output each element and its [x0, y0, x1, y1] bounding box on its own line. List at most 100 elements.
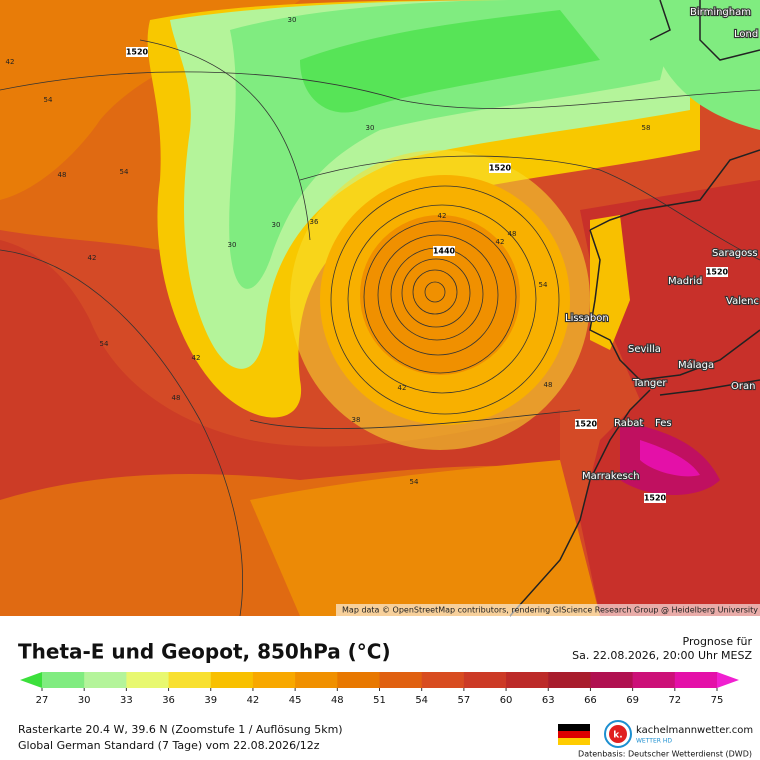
colorbar-tick-label: 45	[289, 695, 302, 706]
colorbar-segment	[126, 672, 170, 688]
colorbar-tick-label: 72	[668, 695, 681, 706]
city-label: Lond	[734, 29, 758, 40]
colorbar-tick-label: 57	[458, 695, 471, 706]
city-label: Valenc	[726, 296, 759, 307]
colorbar-tick-label: 36	[162, 695, 175, 706]
colorbar-segment	[42, 672, 85, 688]
source: Datenbasis: Deutscher Wetterdienst (DWD)	[578, 750, 752, 759]
isotherm-label: 54	[410, 478, 419, 486]
city-label: Saragoss	[712, 248, 758, 259]
isotherm-label: 42	[438, 212, 447, 220]
logo-text: k.	[613, 731, 622, 741]
brand-name: kachelmannwetter.com	[636, 725, 753, 736]
isotherm-label: 30	[228, 241, 237, 249]
isotherm-label: 58	[642, 124, 651, 132]
isotherm-label: 54	[120, 168, 129, 176]
isotherm-label: 54	[539, 281, 548, 289]
city-label: Birmingham	[690, 7, 751, 18]
isotherm-label: 42	[192, 354, 201, 362]
isotherm-label: 54	[44, 96, 53, 104]
colorbar-arrow	[717, 672, 739, 688]
label-bg	[706, 267, 728, 277]
isotherm-label: 48	[172, 394, 181, 402]
field	[300, 10, 600, 113]
colorbar-segment	[168, 672, 212, 688]
isotherm-label: 48	[508, 230, 517, 238]
label-bg	[575, 419, 597, 429]
label-bg	[644, 493, 666, 503]
colorbar-tick-label: 69	[626, 695, 639, 706]
colorbar-segment	[379, 672, 423, 688]
isotherm-label: 42	[6, 58, 15, 66]
contour-label: 1520	[126, 48, 149, 57]
title: Theta-E und Geopot, 850hPa (°C)	[18, 640, 391, 664]
colorbar-segment	[84, 672, 127, 688]
attribution: Map data © OpenStreetMap contributors, r…	[342, 606, 758, 615]
field	[0, 0, 300, 200]
contour-label: 1440	[433, 247, 456, 256]
colorbar-tick-label: 30	[78, 695, 91, 706]
colorbar-segment	[295, 672, 338, 688]
colorbar-segment	[674, 672, 718, 688]
info: Global German Standard (7 Tage) vom 22.0…	[18, 739, 320, 752]
city-label: Málaga	[678, 359, 714, 371]
city-label: Marrakesch	[582, 471, 640, 482]
colorbar-segment	[210, 672, 254, 688]
contour-label: 1520	[706, 268, 729, 277]
field	[360, 215, 520, 375]
isotherm-label: 48	[544, 381, 553, 389]
colorbar-segment	[337, 672, 380, 688]
info: Rasterkarte 20.4 W, 39.6 N (Zoomstufe 1 …	[18, 723, 343, 736]
city-label: Tanger	[632, 378, 667, 389]
city-label: Lissabon	[565, 313, 609, 324]
colorbar-tick-label: 33	[120, 695, 133, 706]
colorbar-tick-label: 39	[204, 695, 217, 706]
isotherm-label: 54	[100, 340, 109, 348]
land	[590, 215, 630, 350]
city-label: Sevilla	[628, 344, 661, 355]
isotherm-label: 36	[310, 218, 319, 226]
label-bg	[489, 163, 511, 173]
label-bg	[126, 47, 148, 57]
colorbar-tick-label: 54	[415, 695, 428, 706]
brand-sub: WETTER HD	[636, 738, 672, 745]
label-bg	[433, 246, 455, 256]
land	[640, 440, 700, 477]
logo	[609, 725, 627, 743]
coastline	[509, 0, 760, 617]
colorbar-tick-label: 75	[711, 695, 724, 706]
colorbar-segment	[421, 672, 465, 688]
colorbar-segment	[252, 672, 296, 688]
forecast-label: Prognose für	[683, 635, 753, 648]
isotherm-label: 42	[88, 254, 97, 262]
field	[250, 460, 600, 616]
attribution-bg	[336, 604, 760, 616]
flag	[558, 724, 590, 745]
city-label: Madrid	[668, 276, 702, 287]
isotherm-label: 42	[496, 238, 505, 246]
colorbar-tick-label: 63	[542, 695, 555, 706]
colorbar-tick-label: 66	[584, 695, 597, 706]
colorbar-segment	[590, 672, 634, 688]
colorbar-segment	[463, 672, 507, 688]
city-label: Fes	[655, 418, 672, 429]
contour-label: 1520	[489, 164, 512, 173]
colorbar-segment	[548, 672, 591, 688]
isotherm-label: 38	[352, 416, 361, 424]
land	[660, 0, 760, 130]
isotherm-label: 30	[366, 124, 375, 132]
isotherm-label: 30	[272, 221, 281, 229]
colorbar-segment	[632, 672, 676, 688]
contours	[0, 39, 760, 617]
isotherm-label: 30	[288, 16, 297, 24]
colorbar-arrow	[20, 672, 42, 688]
contour-label: 1520	[575, 420, 598, 429]
colorbar-segment	[506, 672, 549, 688]
city-label: Oran	[731, 381, 755, 392]
contour-label: 1520	[644, 494, 667, 503]
colorbar-tick-label: 27	[36, 695, 49, 706]
isotherm-label: 42	[398, 384, 407, 392]
city-label: Rabat	[614, 418, 643, 429]
